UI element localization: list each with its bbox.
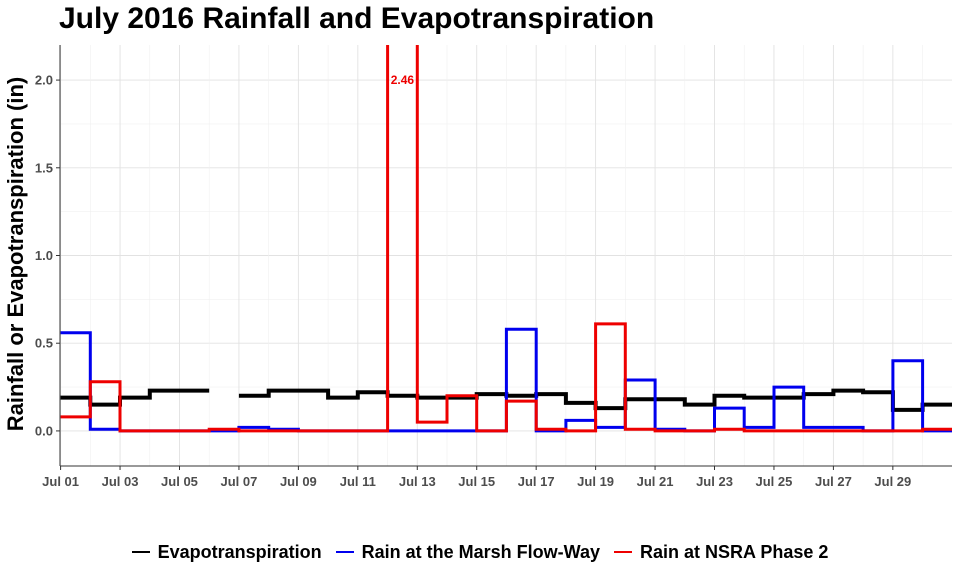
- x-tick-label: Jul 19: [577, 474, 614, 489]
- y-tick-label: 0.5: [35, 336, 53, 351]
- x-tick-label: Jul 03: [102, 474, 139, 489]
- legend-item: Rain at NSRA Phase 2: [613, 541, 829, 563]
- legend-item: Rain at the Marsh Flow-Way: [335, 541, 600, 563]
- x-tick-label: Jul 21: [637, 474, 674, 489]
- y-tick-label: 1.0: [35, 248, 53, 263]
- legend-swatch: [131, 551, 150, 553]
- series-lines: [60, 45, 952, 433]
- x-tick-label: Jul 25: [756, 474, 793, 489]
- x-tick-label: Jul 17: [518, 474, 555, 489]
- legend-label: Rain at NSRA Phase 2: [639, 541, 829, 562]
- axes: 0.0 0.5 1.0 1.5 2.0 Jul 01 Jul 03 Jul 05 Jul 07 J…: [35, 45, 952, 489]
- y-axis-label: Rainfall or Evapotranspiration (in): [3, 77, 28, 431]
- y-tick-label: 2.0: [35, 73, 53, 88]
- x-tick-label: Jul 13: [399, 474, 436, 489]
- chart-title: July 2016 Rainfall and Evapotranspiratio…: [59, 2, 655, 35]
- legend-label: Evapotranspiration: [157, 541, 322, 562]
- x-tick-label: Jul 23: [696, 474, 733, 489]
- x-tick-label: Jul 05: [161, 474, 198, 489]
- x-tick-label: Jul 29: [874, 474, 911, 489]
- legend-label: Rain at the Marsh Flow-Way: [361, 541, 600, 562]
- x-tick-label: Jul 27: [815, 474, 852, 489]
- series-line-rain-at-nsra-phase-2: [60, 45, 952, 433]
- x-tick-label: Jul 11: [340, 474, 376, 489]
- x-tick-label: Jul 01: [42, 474, 79, 489]
- y-tick-label: 1.5: [35, 160, 53, 175]
- x-tick-label: Jul 15: [458, 474, 495, 489]
- annotations: 2.46: [391, 73, 415, 87]
- y-tick-label: 0.0: [35, 423, 53, 438]
- data-label-annotation: 2.46: [391, 73, 415, 87]
- legend-swatch: [335, 551, 354, 553]
- legend-swatch: [613, 551, 632, 553]
- x-tick-label: Jul 07: [221, 474, 258, 489]
- legend-item: Evapotranspiration: [131, 541, 322, 563]
- x-tick-label: Jul 09: [280, 474, 317, 489]
- legend: Evapotranspiration Rain at the Marsh Flow…: [0, 540, 960, 564]
